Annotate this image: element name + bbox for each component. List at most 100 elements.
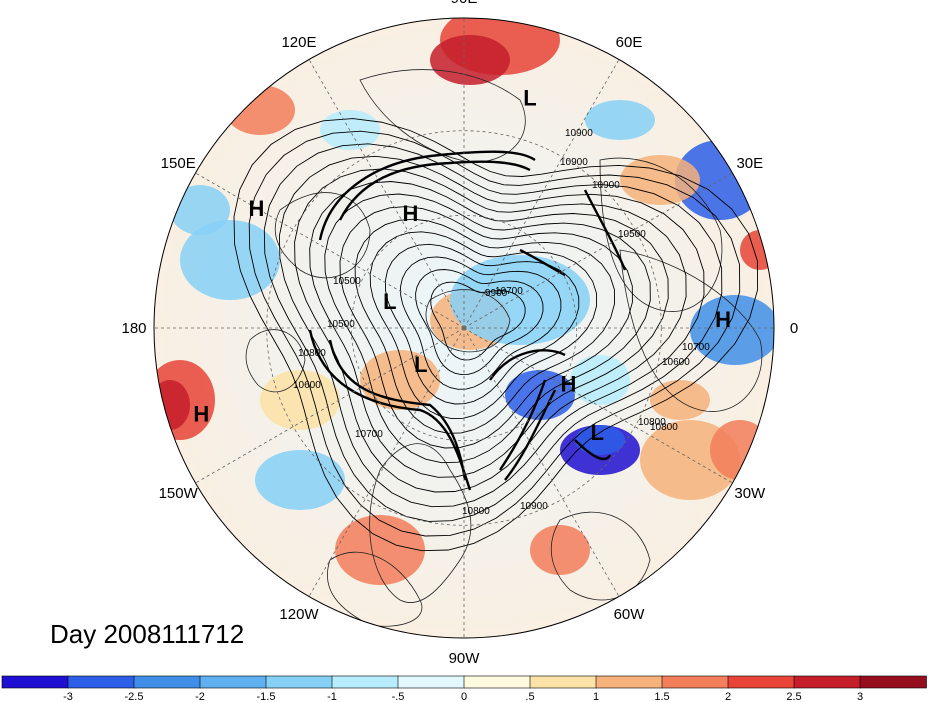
contour-label-0: 10900	[565, 128, 593, 139]
lon-label-8: 150W	[159, 485, 199, 502]
anomaly-blob-5	[154, 380, 190, 430]
meridian-300	[463, 327, 620, 597]
contour-ring-10	[278, 155, 705, 508]
colorbar-swatch-13	[859, 675, 927, 689]
graticule	[154, 18, 774, 638]
lon-label-0: 90E	[451, 0, 478, 7]
pressure-center-2: H	[249, 196, 265, 221]
contour-label-12: 10800	[462, 506, 490, 517]
contour-ring-8	[309, 181, 669, 478]
contour-ring-13	[233, 118, 759, 552]
colorbar-swatch-12	[793, 675, 861, 689]
colorbar-tick-12: 3	[857, 691, 863, 702]
colorbar-tick-9: 1.5	[654, 691, 669, 702]
colorbar-tick-2: -2	[195, 691, 205, 702]
anomaly-blob-18	[650, 380, 710, 420]
colorbar-tick-3: -1.5	[257, 691, 276, 702]
anomaly-blob-11	[335, 515, 425, 585]
colorbar-swatch-4	[265, 675, 333, 689]
map-title: Day 2008111712	[50, 619, 245, 649]
jet-contours	[308, 150, 627, 491]
contour-ring-1	[415, 269, 544, 376]
contour-ring-0	[430, 281, 526, 361]
colorbar-swatch-11	[727, 675, 795, 689]
contour-label-15: 10900	[560, 157, 588, 168]
contour-label-4: 10600	[293, 380, 321, 391]
lon-label-10: 150E	[161, 155, 196, 172]
colorbar-swatch-10	[661, 675, 729, 689]
contour-ring-2	[400, 256, 562, 390]
lon-label-1: 60E	[616, 34, 643, 51]
contour-label-5: 10500	[333, 276, 361, 287]
pressure-center-3: L	[383, 289, 396, 314]
meridian-60	[463, 59, 620, 329]
colorbar-tick-5: -.5	[392, 691, 405, 702]
contour-label-7: 10800	[298, 348, 326, 359]
contour-label-16: 9900	[485, 288, 508, 299]
meridian-210	[195, 327, 465, 484]
pressure-center-5: H	[193, 401, 209, 426]
anomaly-blob-26	[585, 100, 655, 140]
contour-label-6: 10500	[327, 319, 355, 330]
map-border	[153, 17, 775, 639]
pressure-center-1: H	[402, 201, 418, 226]
contour-label-8: 10700	[682, 342, 710, 353]
longitude-labels: 90E 60E 30E 0 30W 60W 90W 120W 150W 180 150E 120E	[121, 0, 798, 667]
contour-label-2: 10800	[638, 417, 666, 428]
colorbar-swatch-0	[1, 675, 69, 689]
contour-ring-6	[339, 206, 633, 449]
pressure-center-0: L	[523, 86, 536, 111]
height-contours	[233, 118, 759, 552]
anomaly-blob-15	[180, 220, 280, 300]
anomaly-blob-22	[260, 370, 340, 430]
lon-label-7: 120W	[279, 606, 319, 623]
contour-labels: 10900 10900 10800 10700 10600 10500 10500 10800…	[293, 128, 710, 517]
colorbar-swatch-1	[67, 675, 135, 689]
lon-label-9: 180	[121, 320, 146, 337]
colorbar-tick-10: 2	[725, 691, 731, 702]
meridian-120	[308, 59, 465, 329]
lat-circle-0	[266, 130, 662, 526]
colorbar-tick-4: -1	[327, 691, 337, 702]
contour-label-1: 10900	[592, 180, 620, 191]
lon-label-11: 120E	[281, 34, 316, 51]
colorbar-swatch-7	[463, 675, 531, 689]
contour-label-13: 10700	[495, 286, 523, 297]
meridian-240	[308, 327, 465, 597]
contour-ring-4	[369, 231, 598, 420]
colorbar-tick-0: -3	[63, 691, 73, 702]
anomaly-blob-9	[575, 425, 625, 455]
pressure-center-6: H	[561, 372, 577, 397]
colorbar-swatch-5	[331, 675, 399, 689]
colorbar-tick-1: -2.5	[125, 691, 144, 702]
contour-ring-11	[263, 143, 723, 522]
colorbar-swatch-9	[595, 675, 663, 689]
contour-ring-7	[324, 193, 651, 464]
colorbar-tick-8: 1	[593, 691, 599, 702]
colorbar: -3 -2.5 -2 -1.5 -1 -.5 0 .5 1 1.5 2 2.5 3	[1, 675, 927, 702]
lon-label-3: 0	[790, 320, 798, 337]
contour-label-10: 10500	[618, 229, 646, 240]
anomaly-blob-20	[170, 185, 230, 235]
pressure-center-4: L	[414, 352, 427, 377]
contour-ring-9	[294, 168, 687, 493]
anomaly-blob-1	[430, 35, 510, 85]
contour-label-3: 10700	[355, 429, 383, 440]
colorbar-swatch-6	[397, 675, 465, 689]
anomaly-blob-24	[710, 420, 770, 480]
meridian-330	[463, 327, 733, 484]
contour-label-9: 10600	[662, 357, 690, 368]
contour-label-11: 10900	[520, 501, 548, 512]
pressure-center-8: H	[715, 307, 731, 332]
meridian-30	[463, 172, 733, 329]
contour-ring-12	[248, 130, 741, 537]
colorbar-swatch-3	[199, 675, 267, 689]
colorbar-tick-11: 2.5	[786, 691, 801, 702]
colorbar-tick-6: 0	[461, 691, 467, 702]
lon-label-2: 30E	[736, 155, 763, 172]
meridian-150	[195, 172, 465, 329]
pressure-center-7: L	[590, 420, 603, 445]
lon-label-6: 90W	[449, 650, 481, 667]
contour-ring-3	[384, 243, 580, 405]
